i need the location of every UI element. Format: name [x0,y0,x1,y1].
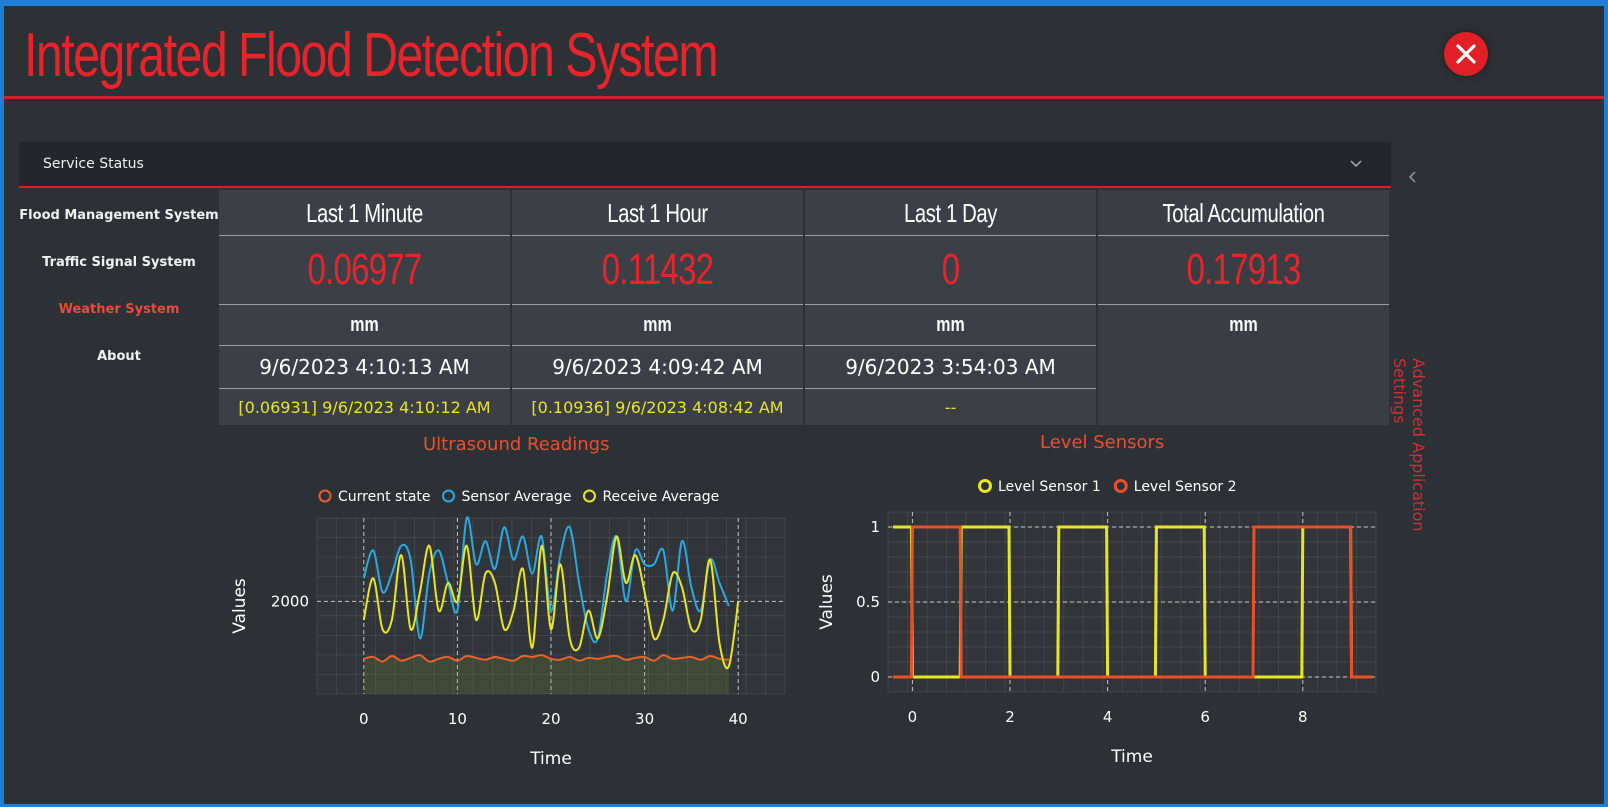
x-tick-label: 8 [1298,708,1308,726]
x-tick-label: 4 [1103,708,1113,726]
y-tick-label: 0 [870,668,880,686]
stat-unit: mm [1229,313,1258,336]
close-button[interactable] [1444,32,1488,76]
x-axis-label: Time [529,749,572,769]
stat-header: Last 1 Day [903,197,998,228]
title-divider [4,96,1604,99]
level-sensors-chart-svg: 0 2 4 6 8 0 0.5 1 Time Values Level Sensor 1 Level … [817,479,1377,767]
stat-column-total-accumulation: Total Accumulation 0.17913 mm [1098,190,1389,425]
advanced-settings-toggle[interactable]: Advanced Application Settings [1390,358,1428,532]
stat-column-last-day: Last 1 Day 0 mm 9/6/2023 3:54:03 AM -- [805,190,1096,425]
stat-column-last-minute: Last 1 Minute 0.06977 mm 9/6/2023 4:10:1… [219,190,510,425]
x-tick-label: 30 [635,710,654,728]
x-tick-label: 6 [1200,708,1210,726]
series-line [362,535,740,670]
nav-item-weather[interactable]: Weather System [19,286,221,333]
stat-value: 0.06977 [307,245,422,294]
stat-value: 0 [941,245,960,294]
stat-timestamp: 9/6/2023 3:54:03 AM [805,346,1096,389]
close-icon [1456,44,1476,64]
chart-title: Ultrasound Readings [423,434,610,455]
stat-peak: [0.10936] 9/6/2023 4:08:42 AM [531,397,784,417]
stat-unit: mm [936,313,965,336]
stat-header: Last 1 Hour [607,197,708,228]
stat-timestamp: 9/6/2023 4:10:13 AM [219,346,510,389]
ultrasound-chart: Ultrasound Readings 0 10 20 30 40 2000 Time Val… [219,426,799,796]
y-tick-label: 1 [870,518,880,536]
stat-column-last-hour: Last 1 Hour 0.11432 mm 9/6/2023 4:09:42 … [512,190,803,425]
stat-peak: -- [944,397,957,417]
x-tick-label: 10 [448,710,467,728]
app-title: Integrated Flood Detection System [24,21,719,90]
chart-title: Level Sensors [1040,432,1165,453]
x-tick-label: 0 [359,710,369,728]
nav-item-about[interactable]: About [97,349,141,364]
sidebar-nav: Flood Management System Traffic Signal S… [19,192,221,380]
stat-timestamp: 9/6/2023 4:09:42 AM [512,346,803,389]
legend-label: Level Sensor 2 [1134,479,1237,495]
stat-header: Last 1 Minute [306,197,423,228]
stat-value: 0.17913 [1186,245,1301,294]
y-tick-label: 2000 [271,592,309,610]
x-tick-label: 0 [908,708,918,726]
stat-unit: mm [643,313,672,336]
ultrasound-chart-svg: 0 10 20 30 40 2000 Time Values Current state Sens… [230,489,786,769]
chevron-down-icon[interactable] [1347,154,1365,172]
stat-peak: [0.06931] 9/6/2023 4:10:12 AM [238,397,491,417]
legend-marker [442,489,455,503]
y-tick-label: 0.5 [856,593,880,611]
x-tick-label: 2 [1005,708,1015,726]
level-sensors-chart: Level Sensors 0 2 4 6 8 0 0.5 1 Time Values Level … [804,426,1394,796]
nav-item-traffic-signal[interactable]: Traffic Signal System [42,255,196,270]
rainfall-stats-panel: Last 1 Minute 0.06977 mm 9/6/2023 4:10:1… [219,190,1391,425]
stat-unit: mm [350,313,379,336]
legend-label: Current state [338,489,431,505]
legend-marker [318,489,332,503]
y-axis-label: Values [817,574,837,630]
nav-item-flood-management[interactable]: Flood Management System [19,208,219,223]
app-window: Integrated Flood Detection System Servic… [4,6,1604,804]
x-tick-label: 20 [541,710,560,728]
series-line [892,525,1373,679]
series-area [363,654,729,694]
legend-label: Receive Average [602,489,719,505]
x-axis-label: Time [1110,747,1153,767]
service-status-label: Service Status [43,156,144,172]
stat-value: 0.11432 [601,245,714,294]
x-tick-label: 40 [729,710,748,728]
legend-label: Level Sensor 1 [998,479,1101,495]
service-status-bar[interactable]: Service Status [19,142,1391,188]
legend-marker [978,479,992,493]
stat-header: Total Accumulation [1162,197,1325,228]
chevron-left-icon[interactable] [1404,168,1422,186]
legend-marker [1113,479,1128,493]
series-line [363,654,729,663]
y-axis-label: Values [230,578,250,634]
title-bar: Integrated Flood Detection System [4,6,1604,102]
legend-marker [582,489,596,503]
legend-label: Sensor Average [462,489,572,505]
